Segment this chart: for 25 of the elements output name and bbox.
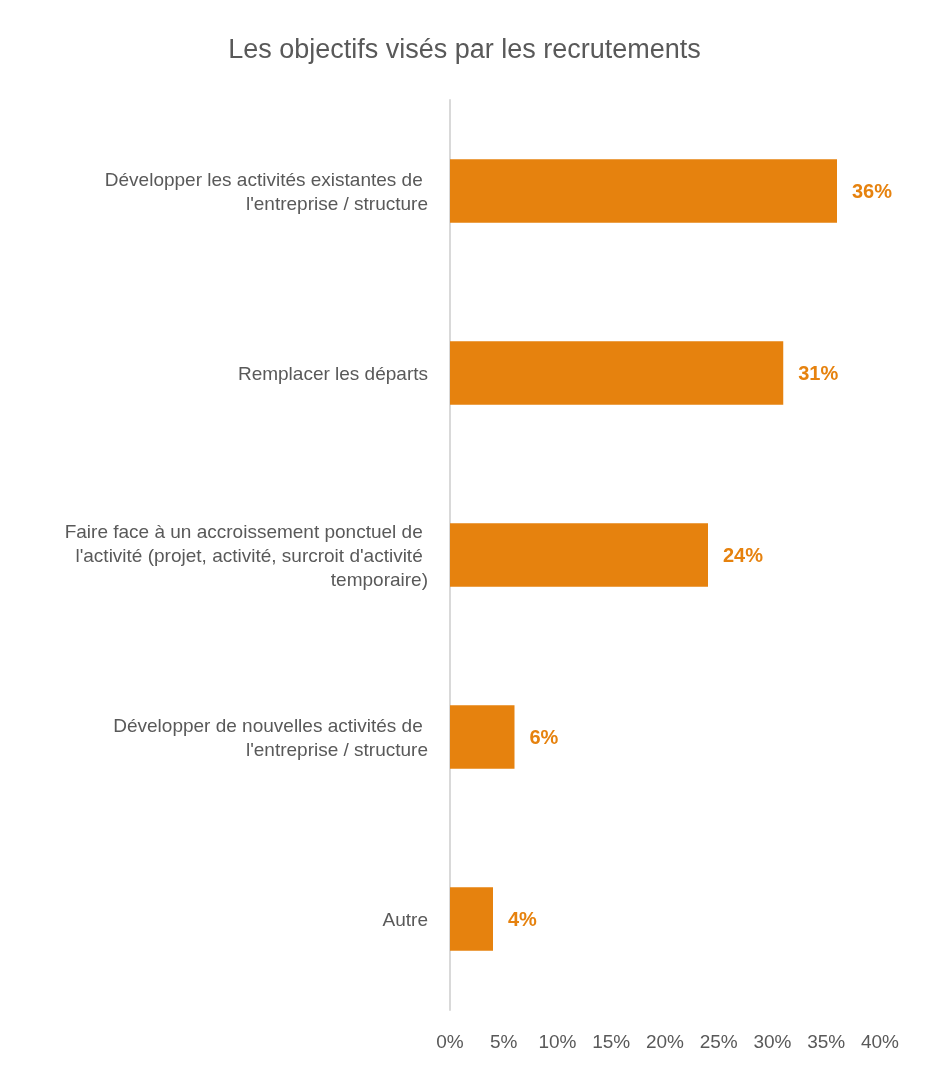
- y-tick-label: Faire face à un accroissement ponctuel de l'activité (projet, activité, surcroit d'activité temporaire): [64, 520, 428, 590]
- y-tick-label: Remplacer les départs: [237, 362, 428, 384]
- data-label: 24%: [723, 544, 764, 566]
- x-tick-label: 15%: [592, 1031, 631, 1052]
- x-tick-label: 30%: [753, 1031, 792, 1052]
- x-tick-label: 5%: [490, 1031, 518, 1052]
- data-label: 6%: [529, 726, 559, 748]
- y-tick-label: Développer de nouvelles activités de l'entreprise / structure: [113, 714, 428, 760]
- x-tick-label: 0%: [436, 1031, 464, 1052]
- bar: [450, 159, 837, 223]
- x-tick-label: 25%: [699, 1031, 738, 1052]
- x-tick-label: 10%: [538, 1031, 577, 1052]
- data-label: 36%: [852, 180, 893, 202]
- x-tick-label: 35%: [807, 1031, 846, 1052]
- bar: [450, 887, 493, 951]
- y-tick-label: Développer les activités existantes de l'entreprise / structure: [104, 168, 428, 214]
- bar: [450, 705, 515, 769]
- chart-title: Les objectifs visés par les recrutements: [228, 33, 701, 64]
- x-tick-label: 20%: [645, 1031, 685, 1052]
- y-tick-label: Autre: [382, 908, 428, 930]
- bar: [450, 341, 784, 405]
- x-tick-label: 40%: [860, 1031, 900, 1052]
- bar: [450, 523, 708, 587]
- data-label: 4%: [508, 908, 538, 930]
- data-label: 31%: [798, 362, 839, 384]
